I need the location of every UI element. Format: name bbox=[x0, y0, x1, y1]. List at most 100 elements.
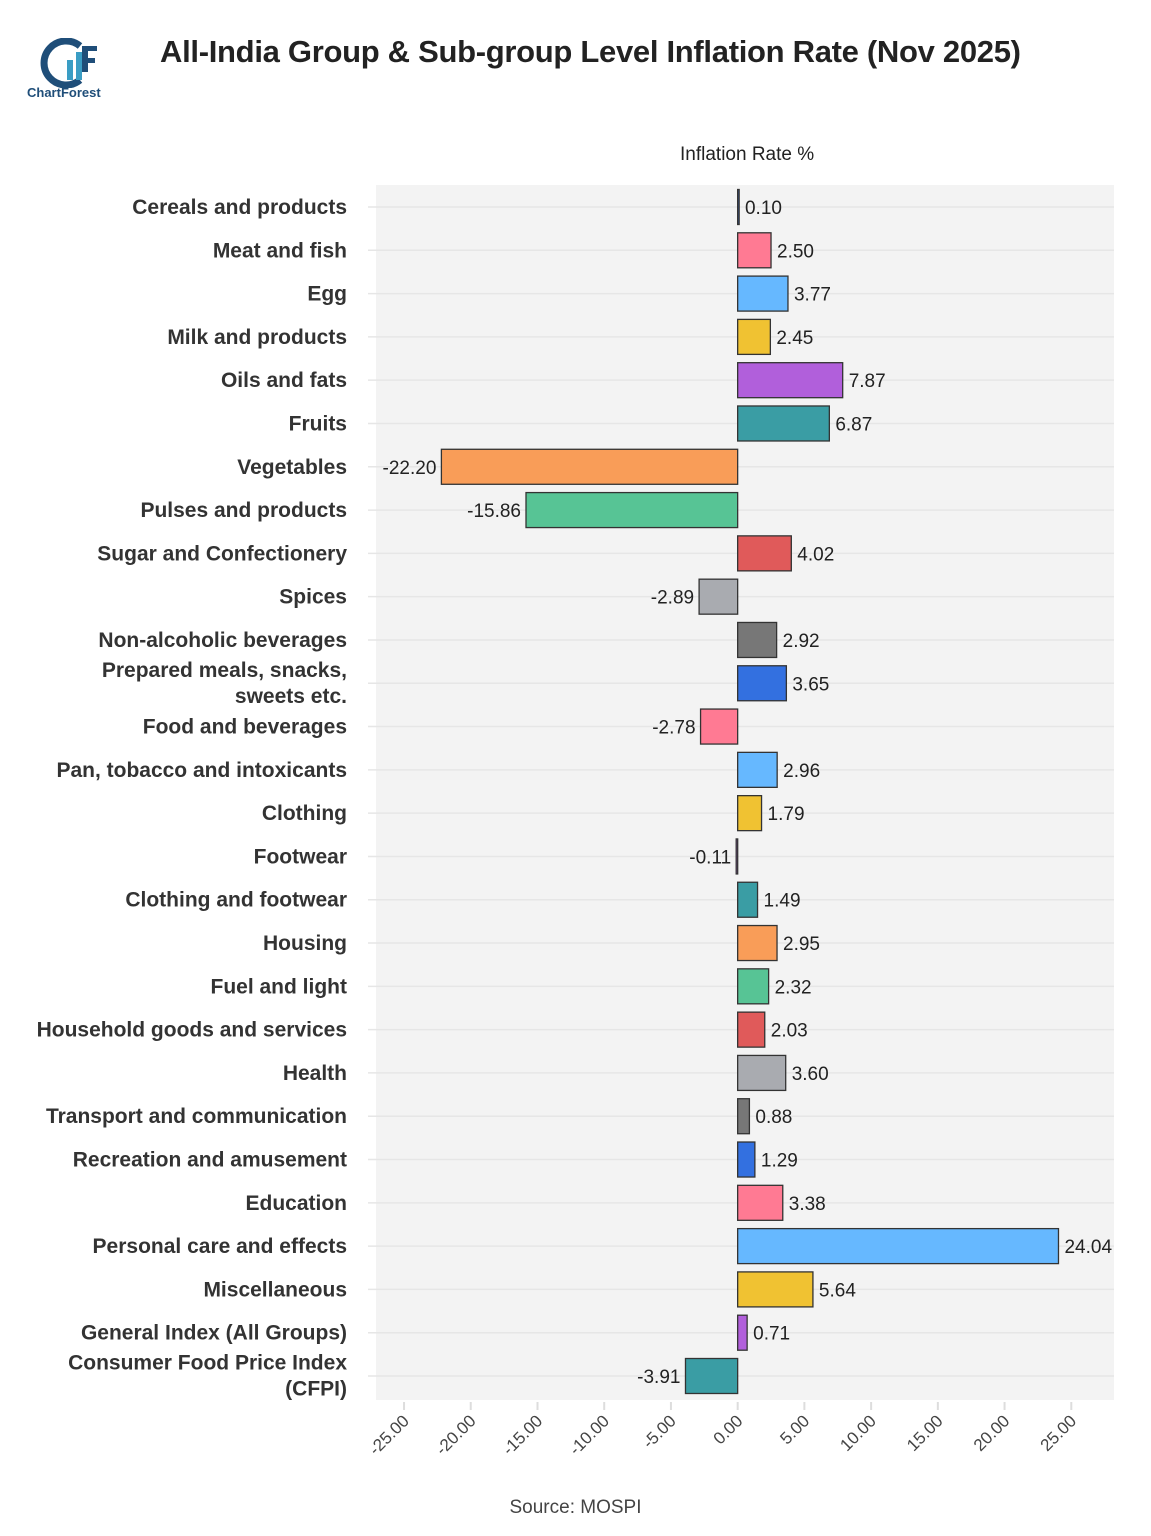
bar bbox=[737, 1011, 766, 1048]
x-tick-label: 0.00 bbox=[710, 1411, 747, 1448]
bar bbox=[737, 1227, 1060, 1265]
data-label: 7.87 bbox=[849, 371, 886, 392]
x-tick-label: -20.00 bbox=[432, 1411, 480, 1459]
x-tick-label: 5.00 bbox=[776, 1411, 813, 1448]
data-label: 0.88 bbox=[755, 1107, 792, 1128]
x-tick-label: 15.00 bbox=[903, 1411, 947, 1455]
data-label: 3.65 bbox=[792, 674, 829, 695]
data-label: 3.77 bbox=[794, 285, 831, 306]
category-label: Non-alcoholic beverages bbox=[98, 629, 347, 652]
data-label: -2.78 bbox=[652, 718, 695, 739]
category-label: Personal care and effects bbox=[93, 1235, 347, 1258]
chartforest-logo bbox=[24, 37, 114, 102]
category-label: Cereals and products bbox=[132, 196, 347, 219]
x-tick-label: -10.00 bbox=[566, 1411, 614, 1459]
data-label: 2.03 bbox=[771, 1021, 808, 1042]
category-label: Education bbox=[245, 1192, 347, 1215]
data-label: 0.71 bbox=[753, 1324, 790, 1345]
category-label: Clothing and footwear bbox=[125, 889, 347, 912]
data-label: 6.87 bbox=[835, 414, 872, 435]
category-label: Consumer Food Price Index (CFPI) bbox=[68, 1352, 347, 1401]
data-label: 2.96 bbox=[783, 761, 820, 782]
data-label: 2.32 bbox=[775, 977, 812, 998]
bar bbox=[737, 1271, 814, 1308]
data-label: -22.20 bbox=[383, 458, 437, 479]
data-label: -3.91 bbox=[637, 1367, 680, 1388]
data-label: 0.10 bbox=[745, 198, 782, 219]
category-label: Prepared meals, snacks, sweets etc. bbox=[102, 659, 347, 708]
bar bbox=[737, 665, 788, 702]
category-label: Household goods and services bbox=[37, 1019, 347, 1042]
category-label: Pan, tobacco and intoxicants bbox=[56, 759, 347, 782]
data-label: 3.60 bbox=[792, 1064, 829, 1085]
category-label: Sugar and Confectionery bbox=[97, 542, 347, 565]
x-tick-label: -25.00 bbox=[365, 1411, 413, 1459]
x-axis-title: Inflation Rate % bbox=[680, 144, 815, 165]
bar bbox=[737, 1098, 751, 1135]
data-label: -15.86 bbox=[467, 501, 521, 522]
bar bbox=[737, 362, 844, 399]
bar bbox=[737, 275, 789, 312]
bar bbox=[737, 405, 830, 442]
bar bbox=[698, 578, 739, 615]
bar bbox=[737, 1054, 787, 1092]
category-label: Egg bbox=[307, 283, 347, 306]
bar bbox=[737, 881, 759, 918]
data-label: 24.04 bbox=[1064, 1237, 1112, 1258]
data-label: 2.92 bbox=[783, 631, 820, 652]
category-label: Transport and communication bbox=[46, 1105, 347, 1128]
x-tick-label: 10.00 bbox=[836, 1411, 880, 1455]
bar bbox=[737, 968, 770, 1005]
bar bbox=[737, 1314, 748, 1351]
category-label: Vegetables bbox=[237, 456, 347, 479]
bar bbox=[737, 232, 772, 269]
category-label: Milk and products bbox=[167, 326, 347, 349]
data-label: -2.89 bbox=[651, 588, 694, 609]
category-label: Footwear bbox=[254, 845, 347, 868]
data-label: 2.45 bbox=[776, 328, 813, 349]
bar bbox=[684, 1357, 739, 1395]
category-label: Housing bbox=[263, 932, 347, 955]
bar bbox=[737, 318, 772, 356]
category-label: Fuel and light bbox=[211, 975, 348, 998]
bar bbox=[525, 491, 739, 529]
chart-title: All-India Group & Sub-group Level Inflat… bbox=[160, 34, 1021, 69]
bar bbox=[737, 1184, 784, 1221]
category-label: Recreation and amusement bbox=[73, 1149, 347, 1172]
data-label: 2.50 bbox=[777, 241, 814, 262]
category-label: Fruits bbox=[289, 412, 347, 435]
data-label: 1.29 bbox=[761, 1151, 798, 1172]
x-tick-label: 25.00 bbox=[1037, 1411, 1081, 1455]
bar bbox=[737, 535, 792, 572]
data-label: 1.79 bbox=[768, 804, 805, 825]
category-label: Pulses and products bbox=[140, 499, 347, 522]
bar bbox=[699, 708, 739, 745]
logo-text: ChartForest bbox=[27, 85, 101, 100]
data-label: 3.38 bbox=[789, 1194, 826, 1215]
bar bbox=[737, 621, 778, 659]
bar bbox=[735, 838, 739, 875]
source-note: Source: MOSPI bbox=[509, 1497, 642, 1518]
bar bbox=[737, 794, 763, 832]
category-label: Spices bbox=[279, 586, 347, 609]
x-tick-label: -5.00 bbox=[639, 1411, 680, 1452]
category-label: Clothing bbox=[262, 802, 347, 825]
x-tick-label: 20.00 bbox=[970, 1411, 1014, 1455]
category-label: General Index (All Groups) bbox=[81, 1322, 347, 1345]
data-label: 1.49 bbox=[764, 891, 801, 912]
category-label: Food and beverages bbox=[143, 716, 347, 739]
category-label: Health bbox=[283, 1062, 347, 1085]
x-tick-label: -15.00 bbox=[499, 1411, 547, 1459]
bar bbox=[440, 448, 739, 485]
data-label: 5.64 bbox=[819, 1280, 856, 1301]
bar bbox=[737, 188, 740, 226]
category-label: Oils and fats bbox=[221, 369, 347, 392]
category-label: Miscellaneous bbox=[203, 1278, 347, 1301]
bar bbox=[737, 924, 778, 962]
category-label: Meat and fish bbox=[213, 239, 347, 262]
data-label: -0.11 bbox=[689, 847, 731, 868]
bar bbox=[737, 1141, 756, 1178]
bar bbox=[737, 751, 778, 789]
data-label: 4.02 bbox=[797, 544, 834, 565]
